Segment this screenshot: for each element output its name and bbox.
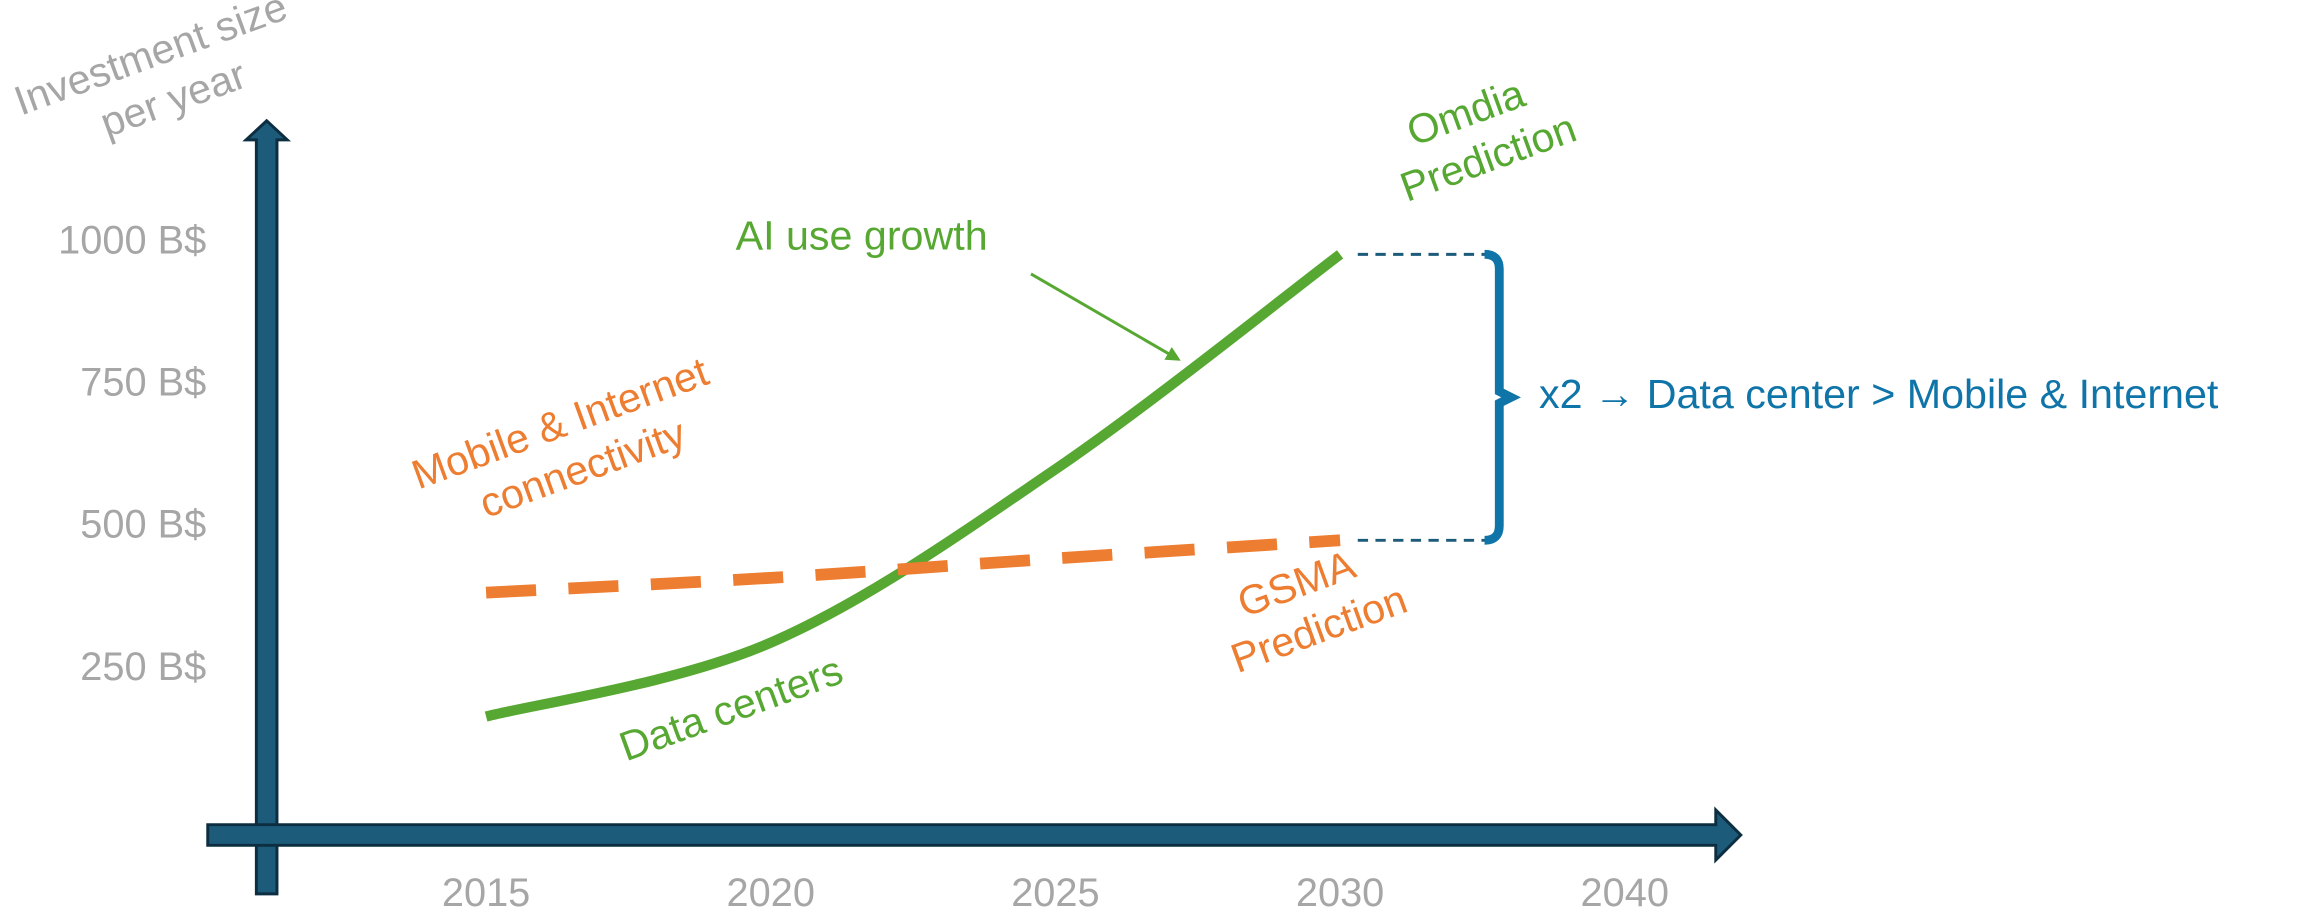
y-tick-label: 1000 B$ bbox=[58, 218, 206, 262]
x-tick-label: 2025 bbox=[1011, 871, 1099, 915]
x-tick-label: 2030 bbox=[1296, 871, 1384, 915]
annotation: AI use growth bbox=[736, 212, 988, 258]
y-tick-label: 250 B$ bbox=[80, 645, 206, 689]
y-tick-label: 750 B$ bbox=[80, 361, 206, 405]
x-tick-label: 2020 bbox=[727, 871, 815, 915]
x-tick-label: 2040 bbox=[1581, 871, 1669, 915]
annotation: x2 → Data center > Mobile & Internet bbox=[1539, 371, 2219, 417]
x-tick-label: 2015 bbox=[442, 871, 530, 915]
annotation-arrow bbox=[1030, 272, 1181, 361]
annotation: Omdia Prediction bbox=[1377, 57, 1582, 210]
annotation: Mobile & Internet connectivity bbox=[406, 344, 742, 545]
y-axis bbox=[242, 118, 292, 896]
annotation: Data centers bbox=[613, 647, 848, 770]
series-line bbox=[484, 250, 1344, 722]
y-tick-label: 500 B$ bbox=[80, 503, 206, 547]
bracket bbox=[1484, 249, 1521, 545]
x-axis bbox=[206, 806, 1743, 864]
series-line bbox=[485, 534, 1341, 599]
